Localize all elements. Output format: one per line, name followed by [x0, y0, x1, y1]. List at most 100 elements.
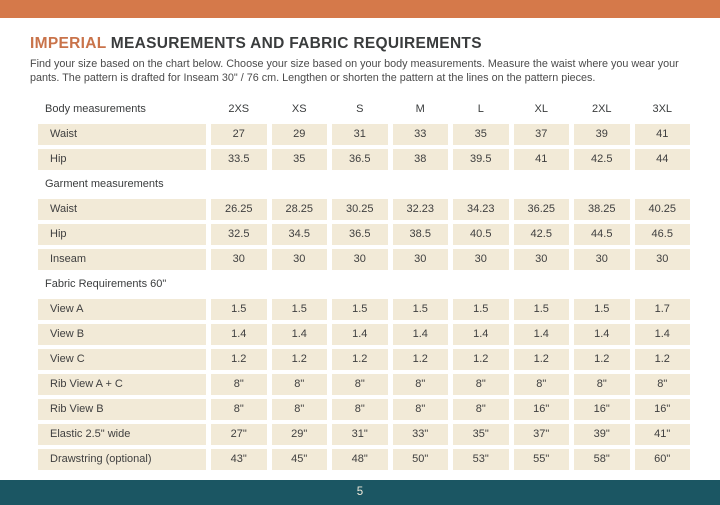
value-cell: 8" — [271, 398, 327, 420]
value-cell: 35" — [453, 423, 509, 445]
value-cell: 60" — [634, 448, 690, 470]
value-cell: 1.4 — [574, 323, 630, 345]
value-cell: 33.5 — [211, 148, 267, 170]
table-row: View A 1.5 1.5 1.5 1.5 1.5 1.5 1.5 1.7 — [38, 298, 690, 320]
size-column-header: 2XL — [591, 102, 612, 115]
value-cell: 29" — [271, 423, 327, 445]
value-cell: 1.4 — [211, 323, 267, 345]
page-content: IMPERIAL MEASUREMENTS AND FABRIC REQUIRE… — [0, 18, 720, 470]
value-cell: 1.2 — [574, 348, 630, 370]
value-cell: 30 — [392, 248, 448, 270]
row-label: Waist — [38, 123, 206, 145]
table-row: Waist 27 29 31 33 35 37 39 41 — [38, 123, 690, 145]
value-cell: 30 — [332, 248, 388, 270]
size-column-header: XS — [291, 102, 307, 115]
row-label: Hip — [38, 223, 206, 245]
value-cell: 31" — [332, 423, 388, 445]
row-label: View C — [38, 348, 206, 370]
table-row: Hip 32.5 34.5 36.5 38.5 40.5 42.5 44.5 46.5 — [38, 223, 690, 245]
row-label: Elastic 2.5" wide — [38, 423, 206, 445]
value-cell: 8" — [211, 373, 267, 395]
value-cell: 36.5 — [332, 223, 388, 245]
size-column-header: 3XL — [652, 102, 673, 115]
value-cell: 30 — [211, 248, 267, 270]
size-column-header: L — [477, 102, 484, 115]
value-cell: 1.5 — [271, 298, 327, 320]
value-cell: 35 — [453, 123, 509, 145]
value-cell: 8" — [513, 373, 569, 395]
value-cell: 1.4 — [634, 323, 690, 345]
value-cell: 8" — [332, 398, 388, 420]
page-number: 5 — [356, 486, 364, 498]
value-cell: 36.25 — [513, 198, 569, 220]
value-cell: 39.5 — [453, 148, 509, 170]
row-label: Waist — [38, 198, 206, 220]
value-cell: 53" — [453, 448, 509, 470]
value-cell: 1.5 — [332, 298, 388, 320]
row-label: View B — [38, 323, 206, 345]
value-cell: 8" — [332, 373, 388, 395]
value-cell: 48" — [332, 448, 388, 470]
value-cell: 33" — [392, 423, 448, 445]
value-cell: 35 — [271, 148, 327, 170]
value-cell: 1.2 — [271, 348, 327, 370]
table-row: Rib View B 8" 8" 8" 8" 8" 16" 16" 16" — [38, 398, 690, 420]
value-cell: 8" — [634, 373, 690, 395]
value-cell: 45" — [271, 448, 327, 470]
value-cell: 27" — [211, 423, 267, 445]
value-cell: 38.25 — [574, 198, 630, 220]
value-cell: 39 — [574, 123, 630, 145]
value-cell: 16" — [574, 398, 630, 420]
value-cell: 30 — [271, 248, 327, 270]
intro-text: Find your size based on the chart below.… — [30, 58, 679, 85]
table-row: Waist 26.25 28.25 30.25 32.23 34.23 36.25 38.25… — [38, 198, 690, 220]
size-column-header: 2XS — [228, 102, 250, 115]
page-title-rest: MEASUREMENTS AND FABRIC REQUIREMENTS — [106, 35, 482, 52]
value-cell: 1.2 — [453, 348, 509, 370]
value-cell: 42.5 — [513, 223, 569, 245]
section-heading: Garment measurements — [45, 177, 164, 190]
value-cell: 43" — [211, 448, 267, 470]
value-cell: 55" — [513, 448, 569, 470]
value-cell: 30.25 — [332, 198, 388, 220]
value-cell: 26.25 — [211, 198, 267, 220]
footer-bar: 5 — [0, 480, 720, 505]
table-row: View B 1.4 1.4 1.4 1.4 1.4 1.4 1.4 1.4 — [38, 323, 690, 345]
section-header-row-0: Body measurements 2XS XS S M L XL 2XL 3XL — [38, 99, 690, 120]
value-cell: 27 — [211, 123, 267, 145]
section-heading: Body measurements — [45, 102, 146, 115]
section-heading: Fabric Requirements 60" — [45, 277, 167, 290]
value-cell: 1.5 — [513, 298, 569, 320]
table-row: Inseam 30 30 30 30 30 30 30 30 — [38, 248, 690, 270]
value-cell: 1.5 — [392, 298, 448, 320]
value-cell: 1.7 — [634, 298, 690, 320]
table-row: Rib View A + C 8" 8" 8" 8" 8" 8" 8" 8" — [38, 373, 690, 395]
value-cell: 29 — [271, 123, 327, 145]
page-title: IMPERIAL MEASUREMENTS AND FABRIC REQUIRE… — [30, 35, 690, 53]
section-header-row-2: Fabric Requirements 60" — [38, 274, 690, 295]
table-row: View C 1.2 1.2 1.2 1.2 1.2 1.2 1.2 1.2 — [38, 348, 690, 370]
size-column-header: M — [415, 102, 425, 115]
value-cell: 1.4 — [392, 323, 448, 345]
value-cell: 8" — [453, 373, 509, 395]
value-cell: 50" — [392, 448, 448, 470]
value-cell: 41 — [513, 148, 569, 170]
row-label: Drawstring (optional) — [38, 448, 206, 470]
value-cell: 38 — [392, 148, 448, 170]
size-column-header: XL — [534, 102, 548, 115]
value-cell: 8" — [392, 398, 448, 420]
value-cell: 37 — [513, 123, 569, 145]
row-label: Hip — [38, 148, 206, 170]
value-cell: 28.25 — [271, 198, 327, 220]
value-cell: 36.5 — [332, 148, 388, 170]
value-cell: 16" — [634, 398, 690, 420]
value-cell: 1.2 — [513, 348, 569, 370]
value-cell: 8" — [453, 398, 509, 420]
value-cell: 16" — [513, 398, 569, 420]
value-cell: 8" — [271, 373, 327, 395]
value-cell: 8" — [211, 398, 267, 420]
value-cell: 1.2 — [211, 348, 267, 370]
value-cell: 46.5 — [634, 223, 690, 245]
value-cell: 33 — [392, 123, 448, 145]
value-cell: 1.5 — [453, 298, 509, 320]
